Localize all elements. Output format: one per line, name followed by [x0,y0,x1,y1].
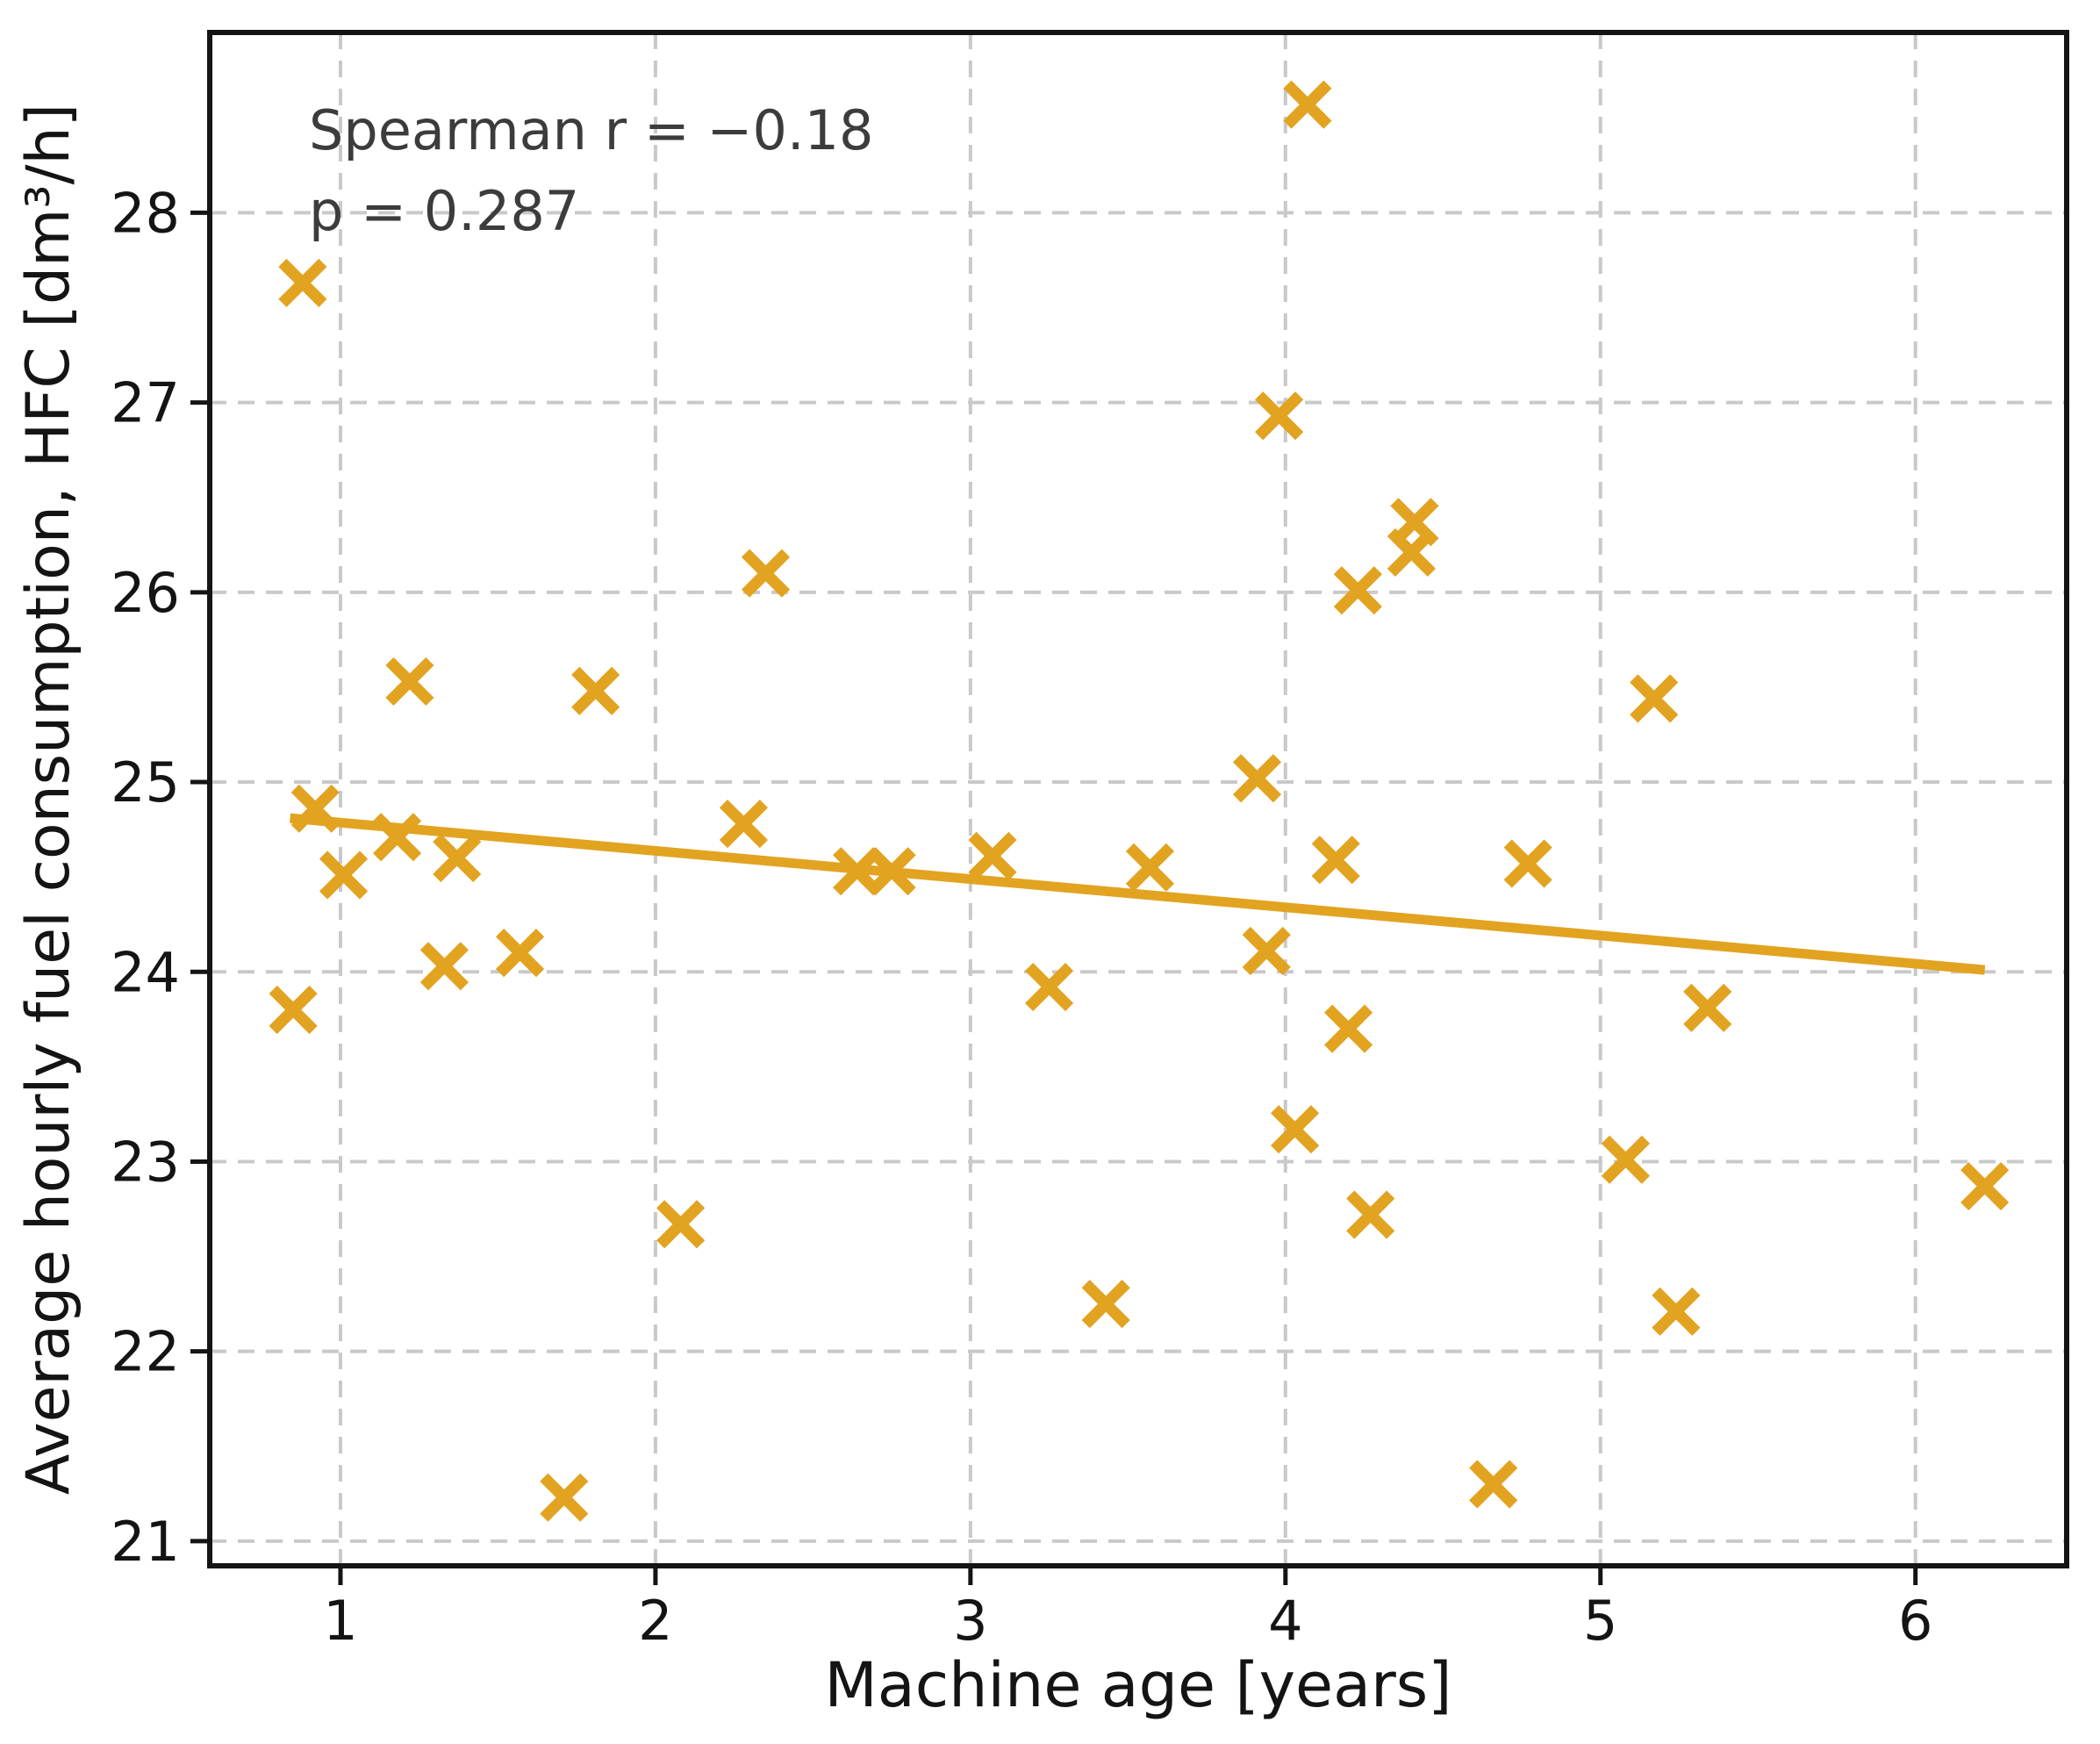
scatter-marker [968,831,1017,880]
scatter-marker [741,549,791,598]
scatter-marker [1346,1190,1395,1239]
scatter-marker [1255,391,1304,441]
scatter-marker [433,833,482,883]
scatter-marker [1683,983,1732,1032]
scatter-marker [419,942,469,991]
p-value-text: p = 0.287 [309,179,580,243]
scatter-marker [1283,80,1332,129]
scatter-marker [1390,498,1439,547]
y-tick-label: 24 [111,940,180,1004]
y-tick-label: 23 [111,1130,180,1194]
scatter-marker [719,800,769,849]
y-tick-label: 27 [111,371,180,435]
x-tick-label: 5 [1583,1589,1617,1653]
scatter-marker [1311,836,1360,885]
scatter-marker [278,258,327,307]
scatter-marker [1333,566,1382,615]
scatter-marker [290,784,340,833]
x-axis-label: Machine age [years] [824,1649,1451,1721]
scatter-marker [1081,1280,1130,1329]
trend-line [290,813,1986,975]
x-tick-label: 6 [1898,1589,1932,1653]
scatter-marker [1601,1135,1651,1184]
scatter-marker [269,985,318,1035]
scatter-marker [1232,754,1282,803]
scatter-marker [656,1200,706,1249]
x-tick-label: 3 [953,1589,987,1653]
scatter-marker [1025,962,1074,1012]
scatter-marker [1652,1287,1701,1336]
scatter-marker [1125,843,1175,892]
scatter-marker [1324,1004,1373,1053]
scatter-marker [1503,839,1552,888]
scatter-marker [1960,1161,2010,1211]
y-axis-label: Average hourly fuel consumption, HFC [dm… [14,104,83,1495]
y-tick-label: 22 [111,1320,180,1384]
spearman-r-text: Spearman r = −0.18 [309,98,874,162]
scatter-marker [1630,674,1679,723]
y-tick-label: 26 [111,561,180,625]
y-tick-label: 25 [111,750,180,815]
scatter-marker [1469,1460,1518,1509]
plot-border [207,30,2069,1568]
scatter-marker [867,847,916,896]
x-tick-label: 1 [323,1589,357,1653]
scatter-marker [1270,1105,1320,1154]
y-tick-label: 21 [111,1510,180,1574]
scatter-marker [385,657,434,707]
x-tick-label: 4 [1268,1589,1302,1653]
scatter-marker [319,850,369,900]
x-tick-label: 2 [638,1589,672,1653]
y-tick-label: 28 [111,181,180,245]
stats-annotation: Spearman r = −0.18 p = 0.287 [309,90,874,252]
scatter-marker [540,1473,589,1522]
scatter-marker [1242,926,1291,976]
scatter-marker [571,666,620,715]
scatter-marker [495,929,545,978]
scatter-marker [372,813,422,862]
